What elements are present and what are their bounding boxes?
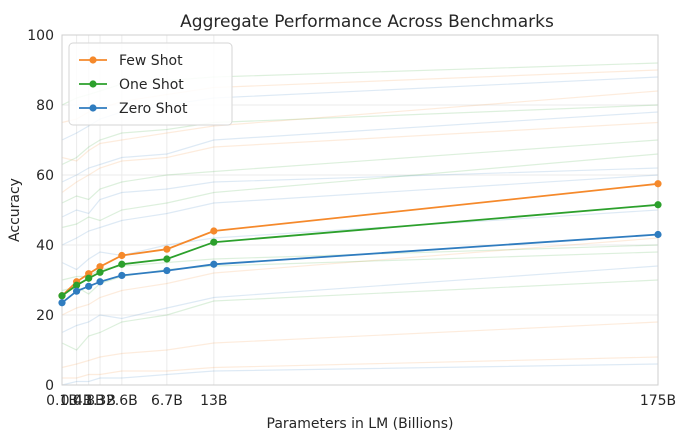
data-point-zero-shot [96, 278, 104, 286]
x-tick-label: 0.1B [46, 393, 78, 409]
background-trace [61, 244, 659, 281]
legend-box [68, 42, 233, 126]
background-trace [61, 279, 659, 351]
series-one-shot [58, 201, 662, 300]
x-axis-label: Parameters in LM (Billions) [267, 416, 454, 432]
x-tick-label: 1.3B [84, 393, 116, 409]
background-trace [61, 121, 659, 193]
x-tick-label: 0.8B [73, 393, 105, 409]
background-trace [61, 237, 659, 316]
x-tick-label: 2.6B [106, 393, 138, 409]
background-trace [61, 111, 659, 183]
data-point-one-shot [85, 274, 93, 282]
background-trace [61, 209, 659, 271]
background-trace [61, 139, 659, 204]
background-trace [61, 363, 659, 386]
series-line-one-shot [61, 203, 659, 297]
x-tick-label: 13B [200, 393, 227, 409]
legend-swatch-marker [89, 104, 97, 112]
series [58, 180, 662, 307]
x-tick-label: 175B [640, 393, 676, 409]
background-trace [62, 356, 659, 379]
y-tick-label: 80 [36, 98, 54, 114]
data-point-zero-shot [210, 260, 218, 268]
x-tick-label: 0.4B [61, 393, 93, 409]
legend-item-zero-shot: Zero Shot [79, 101, 188, 117]
y-tick-label: 0 [45, 378, 54, 394]
series-zero-shot [58, 230, 662, 307]
x-ticks: 0.1B0.4B0.8B1.3B2.6B 6.7B 13B 175B [46, 393, 676, 409]
background-trace [61, 265, 659, 334]
legend-label: Few Shot [119, 53, 183, 69]
background-trace [61, 90, 659, 162]
background-trace [61, 167, 659, 218]
legend-swatch-marker [89, 80, 97, 88]
plot-frame [61, 34, 659, 386]
data-point-one-shot [58, 292, 66, 300]
data-point-zero-shot [72, 287, 81, 295]
y-axis-label: Accuracy [7, 178, 23, 242]
data-point-zero-shot [163, 266, 171, 275]
data-point-one-shot [654, 201, 662, 209]
y-tick-label: 60 [36, 168, 54, 184]
chart-title: Aggregate Performance Across Benchmarks [180, 12, 554, 32]
y-tick-label: 100 [27, 28, 54, 44]
data-point-few-shot [118, 251, 126, 260]
background-trace [61, 174, 659, 246]
data-point-zero-shot [118, 271, 126, 280]
data-point-zero-shot [654, 230, 662, 239]
data-point-few-shot [163, 245, 171, 253]
y-tick-label: 20 [36, 308, 54, 324]
data-point-one-shot [72, 281, 81, 289]
legend-item-one-shot: One Shot [79, 77, 184, 93]
legend-swatch-marker [89, 56, 97, 64]
data-point-one-shot [210, 238, 218, 246]
legend: Few Shot One Shot Zero Shot [68, 42, 233, 126]
data-point-one-shot [96, 268, 104, 276]
y-tick-label: 40 [36, 238, 54, 254]
data-point-one-shot [118, 260, 126, 268]
data-point-one-shot [163, 255, 171, 263]
data-point-zero-shot [85, 282, 93, 290]
data-point-zero-shot [58, 299, 66, 307]
legend-label: One Shot [119, 77, 184, 93]
legend-item-few-shot: Few Shot [79, 53, 183, 69]
x-tick-label: 6.7B [151, 393, 183, 409]
data-point-few-shot [210, 227, 218, 235]
data-point-few-shot [654, 180, 662, 188]
legend-label: Zero Shot [119, 101, 188, 117]
y-ticks: 0 20 40 60 80 100 [27, 28, 54, 394]
background-trace [61, 153, 659, 229]
background-trace [61, 321, 659, 369]
data-point-few-shot [96, 263, 104, 271]
